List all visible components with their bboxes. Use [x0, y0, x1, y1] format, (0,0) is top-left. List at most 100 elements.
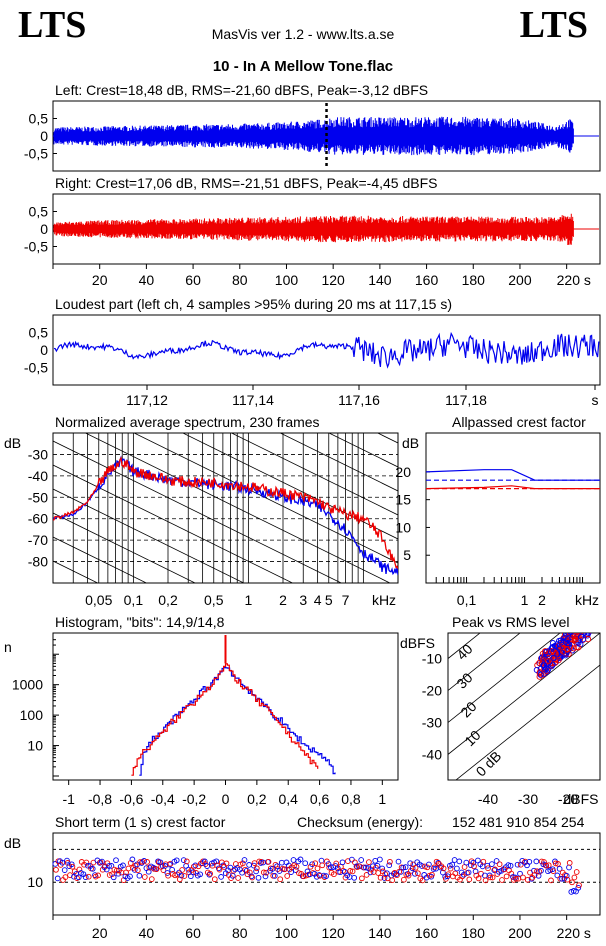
peak-vs-rms-point — [579, 618, 584, 623]
peak-vs-rms-point — [549, 647, 556, 654]
short-term-crest-point-right — [148, 876, 155, 882]
right-waveform-xtick-label: 160 — [415, 272, 439, 288]
short-term-crest-point-right — [384, 875, 391, 882]
histogram-xtick-label: 0,2 — [247, 791, 267, 807]
short-term-crest-point-right — [548, 877, 554, 884]
short-term-crest-point-right — [538, 858, 545, 865]
peak-vs-rms-diagonal-label: 30 — [453, 669, 475, 691]
short-term-crest-point-left — [470, 859, 477, 866]
short-term-crest-point-left — [271, 873, 278, 879]
peak-vs-rms-point — [588, 622, 593, 627]
short-term-crest-point-left — [52, 861, 59, 867]
peak-vs-rms-point — [560, 648, 567, 655]
spectrum-series — [53, 455, 398, 576]
short-term-crest-point-right — [503, 873, 510, 880]
short-term-crest-point-right — [319, 862, 326, 869]
short-term-crest-point-left — [278, 859, 285, 866]
short-term-crest-point-left — [409, 865, 416, 872]
loudest-part-xtick-label: 117,18 — [445, 392, 487, 408]
peak-vs-rms-diagonal-label: 10 — [461, 727, 483, 749]
short-term-crest-point-left — [407, 860, 414, 867]
short-term-crest-point-right — [235, 875, 241, 881]
short-term-crest-point-left — [129, 856, 136, 863]
short-term-crest-point-right — [109, 871, 115, 878]
peak-vs-rms-frame — [447, 632, 601, 781]
short-term-crest-point-left — [106, 863, 112, 869]
histogram-xtick-label: -1 — [62, 791, 75, 807]
loudest-part-ytick-label: 0 — [40, 342, 48, 358]
short-term-crest-point-left — [185, 866, 192, 873]
short-term-crest-point-right — [174, 871, 181, 878]
short-term-crest-point-right — [214, 862, 220, 869]
short-term-crest-point-left — [54, 875, 61, 882]
spectrum-frame — [52, 432, 399, 584]
short-term-crest-point-right — [471, 863, 477, 870]
allpassed-crest-xtick-label: 0,1 — [457, 592, 477, 608]
short-term-crest-point-left — [559, 875, 565, 882]
peak-vs-rms-point — [581, 633, 588, 636]
short-term-crest-point-left — [538, 867, 544, 874]
short-term-crest-point-right — [361, 864, 368, 871]
short-term-crest-point-right — [141, 874, 148, 880]
short-term-crest-point-right — [576, 882, 582, 889]
loudest-part-xtick-label: 117,16 — [338, 392, 380, 408]
short-term-crest-point-right — [76, 866, 83, 873]
allpassed-crest-line-0 — [425, 469, 600, 481]
short-term-crest-point-right — [419, 877, 426, 884]
short-term-crest-point-left — [402, 864, 409, 870]
spectrum-xtick-label: kHz — [372, 592, 396, 608]
left-waveform-ytick-label: 0,5 — [29, 111, 49, 127]
short-term-crest-point-right — [431, 864, 438, 871]
short-term-crest-point-left — [472, 868, 479, 875]
short-term-crest-point-right — [333, 860, 340, 867]
short-term-crest-point-right — [207, 870, 213, 877]
spectrum-xtick-label: 0,2 — [158, 592, 178, 608]
short-term-crest-point-right — [62, 874, 69, 880]
peak-vs-rms-point — [564, 640, 571, 647]
short-term-crest-point-left — [379, 865, 386, 872]
short-term-crest-xtick-label: 60 — [185, 925, 201, 941]
short-term-crest-point-left — [99, 858, 105, 865]
peak-vs-rms-point — [586, 620, 591, 625]
right-waveform-ytick-label: -0,5 — [24, 239, 48, 255]
short-term-crest-point-left — [178, 872, 185, 879]
short-term-crest-point-left — [381, 875, 388, 881]
spectrum-ytick-label: -60 — [28, 511, 48, 527]
short-term-crest-point-left — [206, 871, 213, 878]
short-term-crest-frame — [52, 832, 601, 916]
short-term-crest-point-right — [284, 873, 291, 879]
spectrum-xtick-label: 4 — [314, 592, 322, 608]
short-term-crest-point-left — [412, 870, 418, 877]
lts-logo-left: LTS — [18, 4, 87, 46]
short-term-crest-xtick-label: 140 — [368, 925, 392, 941]
short-term-crest-point-right — [550, 868, 557, 874]
spectrum-xtick-label: 7 — [342, 592, 350, 608]
short-term-crest-point-left — [75, 874, 82, 881]
short-term-crest-point-right — [230, 867, 237, 874]
short-term-crest-point-left — [61, 867, 68, 873]
loudest-part-ytick-label: -0,5 — [24, 360, 48, 376]
short-term-crest-xtick-label: 80 — [232, 925, 248, 941]
short-term-crest-point-left — [108, 863, 115, 869]
short-term-crest-point-right — [389, 877, 396, 884]
left-waveform-title: Left: Crest=18,48 dB, RMS=-21,60 dBFS, P… — [55, 82, 428, 98]
short-term-crest-point-right — [468, 858, 475, 865]
short-term-crest-point-left — [241, 857, 248, 863]
short-term-crest-point-left — [110, 874, 117, 881]
short-term-crest-point-left — [59, 859, 66, 866]
peak-vs-rms-point — [584, 626, 589, 631]
spectrum-slope-line — [53, 464, 294, 583]
spectrum-grid — [52, 433, 398, 583]
histogram-xtick-label: -0,6 — [119, 791, 143, 807]
short-term-crest-point-right — [405, 872, 412, 879]
right-waveform-xtick-label: 60 — [185, 272, 201, 288]
peak-vs-rms-diagonal-label: 40 — [453, 641, 475, 663]
spectrum-xtick-label: 2 — [279, 592, 287, 608]
short-term-crest-point-left — [570, 888, 577, 894]
short-term-crest-point-left — [115, 870, 122, 877]
short-term-crest-point-left — [190, 869, 196, 876]
peak-vs-rms-point — [574, 624, 579, 629]
peak-vs-rms-point — [579, 623, 584, 628]
peak-vs-rms-point — [582, 623, 587, 628]
right-waveform-xtick-label: 220 s — [557, 272, 591, 288]
